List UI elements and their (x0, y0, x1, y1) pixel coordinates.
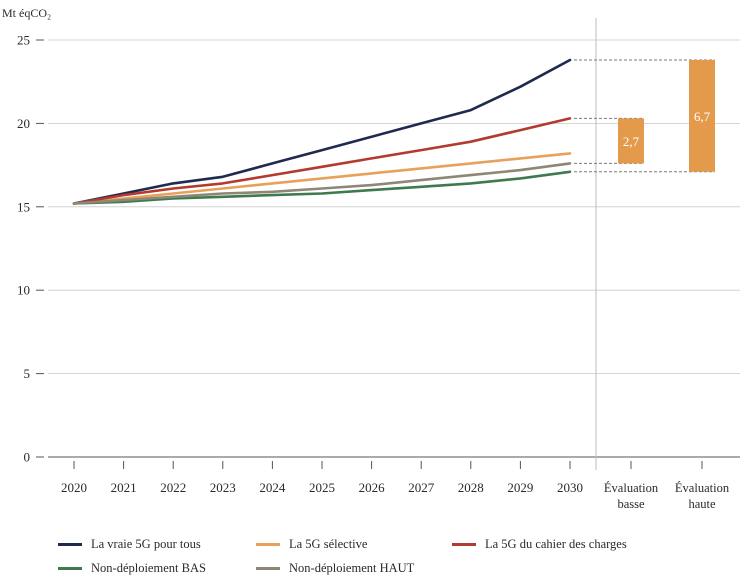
x-tick-label: 2026 (359, 480, 386, 495)
legend-label: La 5G sélective (289, 536, 368, 551)
y-tick-label: 10 (17, 283, 30, 298)
legend-item-5g-cahier: La 5G du cahier des charges (452, 537, 627, 552)
x-tick-label: 2024 (259, 480, 286, 495)
legend-label: La vraie 5G pour tous (91, 536, 201, 551)
eval-value-label: 2,7 (623, 134, 640, 149)
legend-swatch (452, 542, 476, 546)
x-tick-label: 2021 (111, 480, 137, 495)
eval-bar-1 (689, 60, 715, 172)
series-line-3 (72, 170, 572, 205)
x-tick-label: 2027 (408, 480, 435, 495)
grid-lines (48, 18, 740, 470)
series-line-0 (72, 58, 572, 205)
y-tick-label: 15 (17, 199, 30, 214)
legend-swatch (58, 542, 82, 546)
legend-label: Non-déploiement HAUT (289, 560, 415, 575)
legend-swatch (256, 542, 280, 546)
y-unit-label: Mt éqCO₂ (2, 6, 51, 20)
legend: La vraie 5G pour tous La 5G sélective La… (58, 532, 738, 580)
evaluation-bars: 2,7 6,7 (574, 59, 715, 173)
legend-swatch (58, 566, 82, 570)
eval-label-line1: Évaluation (675, 481, 730, 495)
x-tick-label: 2028 (458, 480, 484, 495)
legend-row-2: Non-déploiement BAS Non-déploiement HAUT (58, 556, 738, 580)
x-tick-label: 2030 (557, 480, 583, 495)
eval-value-label: 6,7 (694, 109, 711, 124)
x-tick-label: 2029 (507, 480, 533, 495)
y-tick-label: 20 (17, 116, 30, 131)
x-tick-label: 2023 (210, 480, 236, 495)
eval-bar-0 (618, 118, 644, 164)
legend-item-non-deploiement-haut: Non-déploiement HAUT (256, 561, 414, 576)
legend-item-5g-selective: La 5G sélective (256, 537, 452, 552)
series-lines (72, 58, 572, 205)
x-tick-label: 2020 (61, 480, 87, 495)
legend-item-non-deploiement-bas: Non-déploiement BAS (58, 561, 256, 576)
legend-swatch (256, 566, 280, 570)
eval-label-line2: haute (688, 497, 716, 511)
y-tick-label: 25 (17, 33, 30, 48)
x-tick-label: 2022 (160, 480, 186, 495)
eval-label-line1: Évaluation (604, 481, 659, 495)
y-tick-label: 0 (24, 450, 31, 465)
series-line-2 (72, 117, 572, 205)
x-tick-label: 2025 (309, 480, 335, 495)
legend-row-1: La vraie 5G pour tous La 5G sélective La… (58, 532, 738, 556)
eval-label-line2: basse (617, 497, 645, 511)
series-line-4 (72, 162, 572, 205)
series-line-1 (72, 152, 572, 205)
y-tick-label: 5 (24, 366, 31, 381)
legend-label: Non-déploiement BAS (91, 560, 206, 575)
legend-item-vraie-5g: La vraie 5G pour tous (58, 537, 256, 552)
legend-label: La 5G du cahier des charges (485, 536, 627, 551)
